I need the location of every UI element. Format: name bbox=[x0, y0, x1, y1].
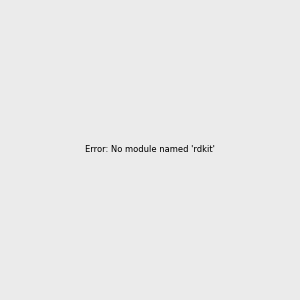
Text: Error: No module named 'rdkit': Error: No module named 'rdkit' bbox=[85, 146, 215, 154]
